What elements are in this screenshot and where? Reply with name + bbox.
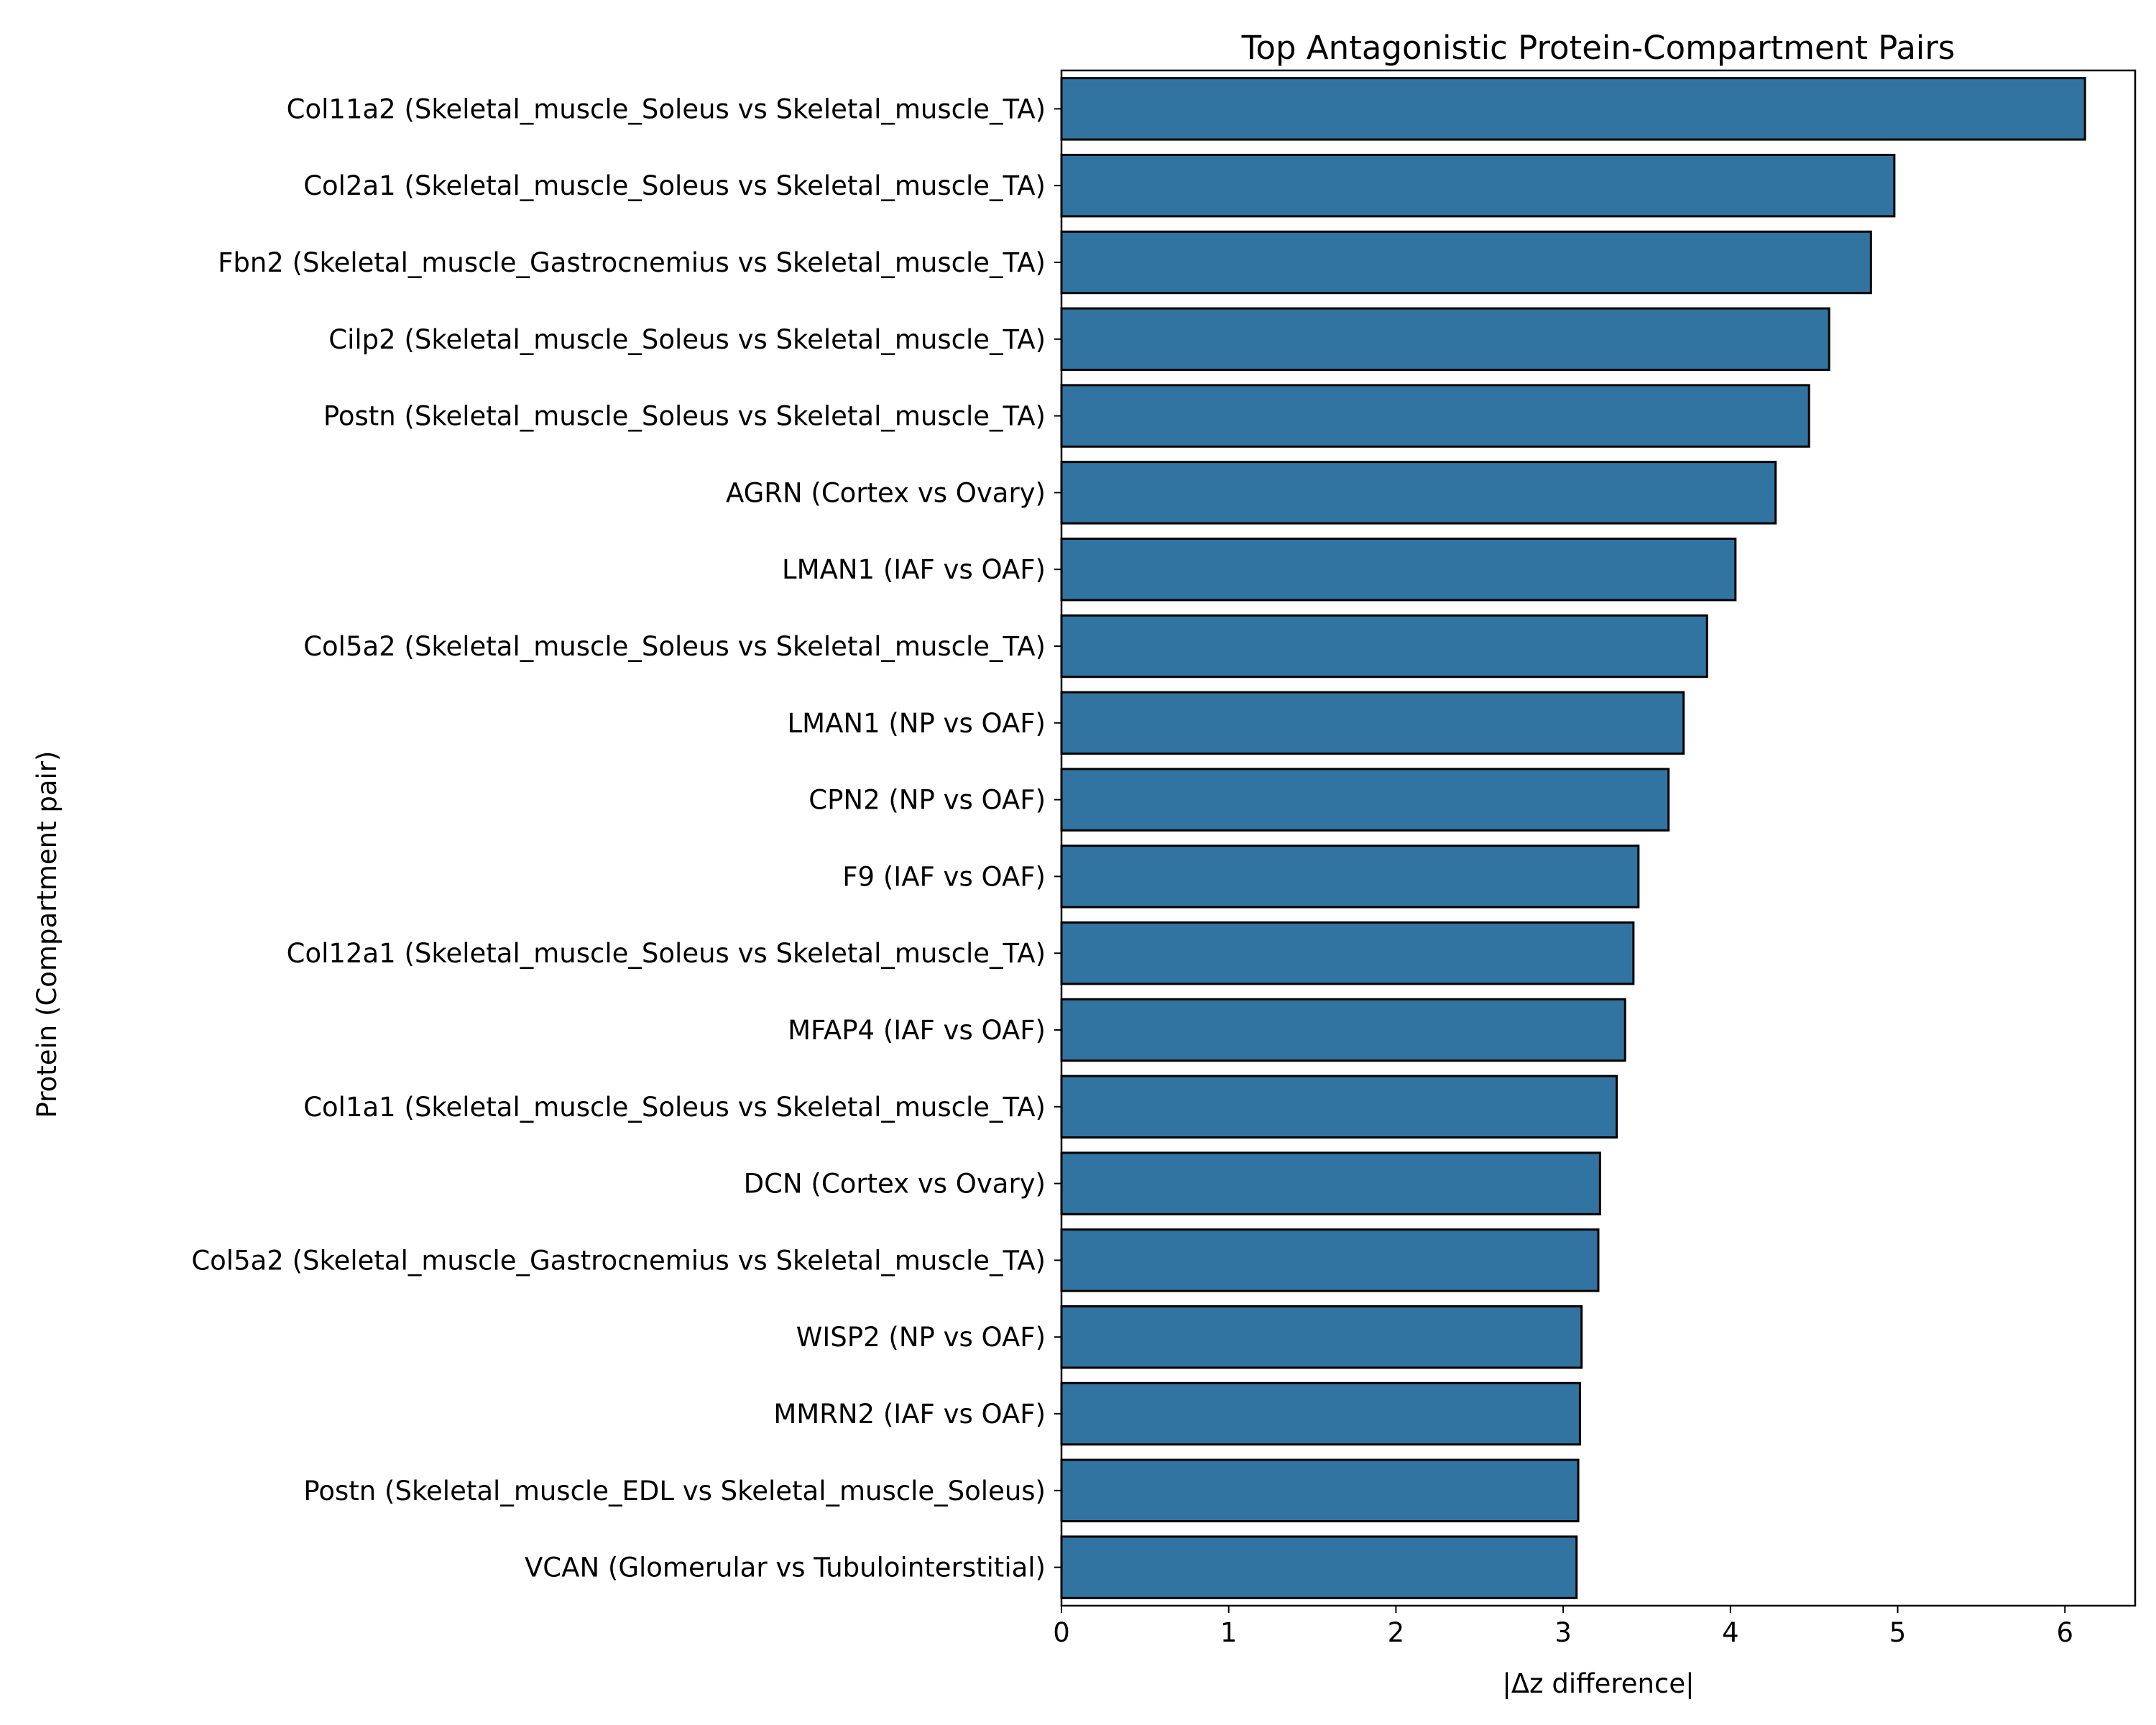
- y-tick-label: Postn (Skeletal_muscle_Soleus vs Skeleta…: [323, 401, 1046, 432]
- y-tick-label: CPN2 (NP vs OAF): [808, 785, 1046, 816]
- bar: [1060, 768, 1670, 832]
- bar: [1060, 845, 1640, 908]
- y-tick-label: Col5a2 (Skeletal_muscle_Soleus vs Skelet…: [303, 631, 1046, 662]
- bar: [1060, 537, 1737, 602]
- y-tick-label: Fbn2 (Skeletal_muscle_Gastrocnemius vs S…: [218, 247, 1046, 278]
- y-tick-label: AGRN (Cortex vs Ovary): [726, 477, 1046, 508]
- bar: [1060, 921, 1635, 985]
- x-axis-title: |Δz difference|: [1502, 1668, 1694, 1699]
- bar: [1060, 1381, 1581, 1446]
- y-tick-label: MFAP4 (IAF vs OAF): [788, 1015, 1046, 1046]
- bar: [1060, 1305, 1583, 1369]
- x-tick-label: 2: [1388, 1617, 1405, 1648]
- y-tick-label: Col2a1 (Skeletal_muscle_Soleus vs Skelet…: [303, 170, 1046, 201]
- x-tick-label: 0: [1053, 1617, 1070, 1648]
- y-tick-label: Cilp2 (Skeletal_muscle_Soleus vs Skeleta…: [328, 324, 1046, 355]
- y-tick-label: Col5a2 (Skeletal_muscle_Gastrocnemius vs…: [191, 1245, 1046, 1276]
- y-axis-title: Protein (Compartment pair): [32, 751, 63, 1118]
- y-tick-label: F9 (IAF vs OAF): [842, 861, 1046, 892]
- y-tick-label: VCAN (Glomerular vs Tubulointerstitial): [525, 1552, 1046, 1583]
- plot-frame: [1060, 69, 2137, 1607]
- bar: [1060, 1535, 1578, 1599]
- x-tick-label: 5: [1889, 1617, 1907, 1648]
- chart-title: Top Antagonistic Protein-Compartment Pai…: [1241, 29, 1955, 67]
- bar: [1060, 998, 1626, 1062]
- y-tick-label: Col1a1 (Skeletal_muscle_Soleus vs Skelet…: [303, 1092, 1046, 1123]
- bar: [1060, 1228, 1600, 1292]
- bar: [1060, 153, 1896, 218]
- y-tick-label: Col11a2 (Skeletal_muscle_Soleus vs Skele…: [287, 93, 1046, 124]
- y-tick-label: WISP2 (NP vs OAF): [796, 1322, 1046, 1353]
- y-tick-label: DCN (Cortex vs Ovary): [744, 1169, 1046, 1200]
- y-tick-label: Postn (Skeletal_muscle_EDL vs Skeletal_m…: [303, 1476, 1046, 1506]
- y-tick-label: Col12a1 (Skeletal_muscle_Soleus vs Skele…: [287, 938, 1046, 969]
- x-tick-label: 4: [1722, 1617, 1739, 1648]
- bar: [1060, 691, 1685, 755]
- bar: [1060, 1075, 1618, 1139]
- bar: [1060, 384, 1810, 448]
- bar: [1060, 230, 1872, 295]
- bar: [1060, 614, 1708, 678]
- x-tick-label: 6: [2056, 1617, 2073, 1648]
- plot-area: Col11a2 (Skeletal_muscle_Soleus vs Skele…: [191, 69, 2137, 1648]
- x-tick-label: 3: [1554, 1617, 1572, 1648]
- y-tick-label: MMRN2 (IAF vs OAF): [773, 1399, 1046, 1430]
- bar: [1060, 77, 2086, 141]
- bar: [1060, 307, 1830, 372]
- x-tick-label: 1: [1220, 1617, 1238, 1648]
- y-tick-label: LMAN1 (NP vs OAF): [788, 708, 1046, 739]
- bar: [1060, 1151, 1601, 1215]
- bar: [1060, 461, 1777, 525]
- bar: [1060, 1458, 1580, 1523]
- y-tick-label: LMAN1 (IAF vs OAF): [782, 554, 1046, 585]
